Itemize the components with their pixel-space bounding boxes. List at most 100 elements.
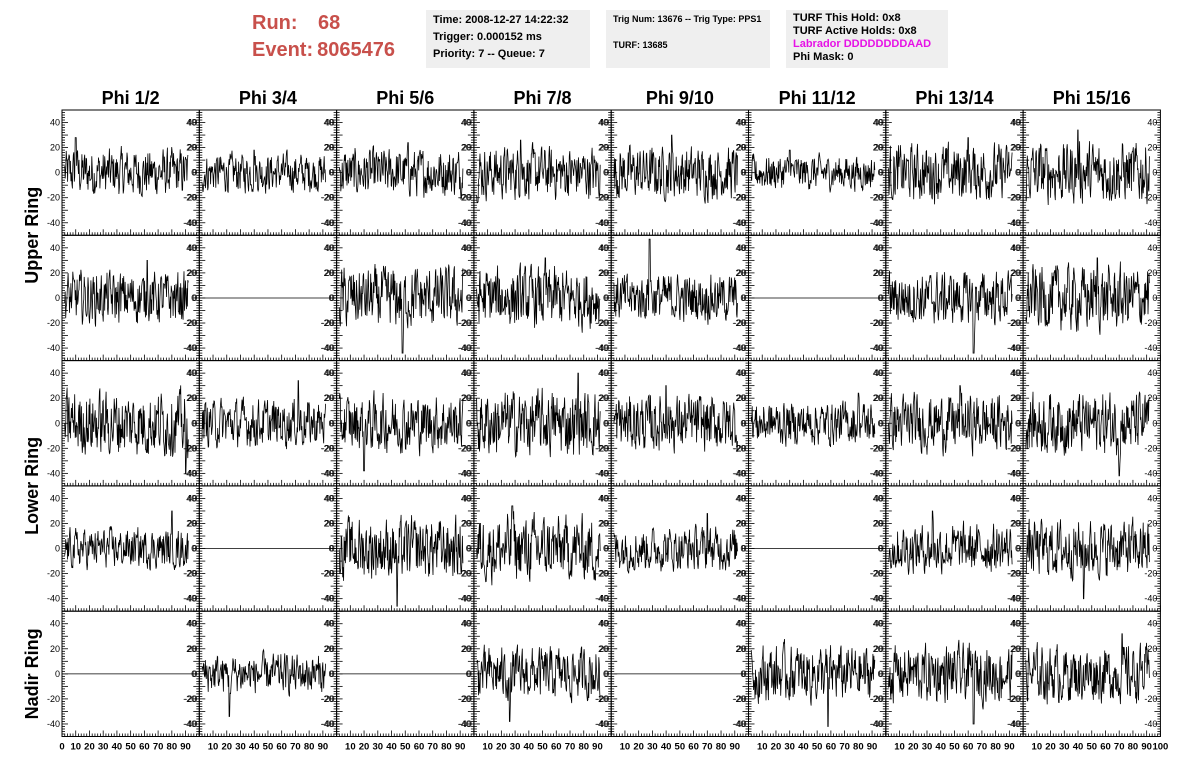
y-tick-label-left: -40 <box>596 218 609 228</box>
labrador-text: Labrador DDDDDDDDAAD <box>793 38 932 50</box>
y-tick-label-right: 20 <box>461 518 471 528</box>
y-tick-label-left: 20 <box>50 518 60 528</box>
y-tick-label-right: -20 <box>595 569 608 579</box>
y-tick-label-left: 20 <box>187 518 197 528</box>
y-tick-label-left: -40 <box>1008 218 1021 228</box>
y-tick-label-left: 20 <box>325 518 335 528</box>
y-tick-label-left: -40 <box>184 218 197 228</box>
y-tick-label-right: 40 <box>598 118 608 128</box>
y-tick-label-right: 40 <box>324 243 334 253</box>
y-tick-label-left: 0 <box>879 168 884 178</box>
y-tick-label-right: 20 <box>735 518 745 528</box>
y-tick-label-left: -20 <box>1008 193 1021 203</box>
y-tick-label-left: 0 <box>192 168 197 178</box>
y-tick-label-right: 0 <box>740 544 745 554</box>
event-label: Event: <box>252 39 314 61</box>
y-tick-label-left: 20 <box>50 143 60 153</box>
y-tick-label-left: 0 <box>741 168 746 178</box>
y-tick-label-left: 40 <box>462 368 472 378</box>
turf-info-box: TURF This Hold: 0x8 TURF Active Holds: 0… <box>786 10 948 68</box>
y-tick-label-right: 40 <box>1010 118 1020 128</box>
y-tick-label-left: -20 <box>184 318 197 328</box>
y-tick-label-right: -40 <box>870 218 883 228</box>
panel-frame <box>473 360 612 487</box>
y-tick-label-left: -20 <box>322 443 335 453</box>
y-tick-label-right: 20 <box>461 268 471 278</box>
y-tick-label-left: -40 <box>733 594 746 604</box>
y-tick-label-left: -20 <box>184 193 197 203</box>
y-tick-label-left: 20 <box>325 268 335 278</box>
y-tick-label-right: 40 <box>598 368 608 378</box>
y-tick-label-right: 20 <box>461 143 471 153</box>
y-tick-label-left: -20 <box>322 318 335 328</box>
time-info-box: Time: 2008-12-27 14:22:32 Trigger: 0.000… <box>426 10 590 68</box>
y-tick-label-right: 0 <box>603 418 608 428</box>
y-tick-label-right: -40 <box>321 343 334 353</box>
y-tick-label-left: -20 <box>596 193 609 203</box>
y-tick-label-left: -20 <box>459 443 472 453</box>
y-tick-label-right: 40 <box>1147 118 1157 128</box>
ring-label: Upper Ring <box>22 187 42 284</box>
y-tick-label-left: 40 <box>462 118 472 128</box>
y-tick-label-right: -20 <box>732 318 745 328</box>
y-tick-label-right: 40 <box>1147 368 1157 378</box>
y-tick-label-right: 40 <box>598 493 608 503</box>
y-tick-label-left: -20 <box>871 443 884 453</box>
y-tick-label-left: 40 <box>325 368 335 378</box>
turf-hold-text: TURF This Hold: 0x8 <box>793 12 901 24</box>
y-tick-label-right: 20 <box>873 518 883 528</box>
y-tick-label-right: 20 <box>873 268 883 278</box>
y-tick-label-left: 20 <box>736 268 746 278</box>
y-tick-label-left: 0 <box>467 293 472 303</box>
y-tick-label-left: 40 <box>736 493 746 503</box>
y-tick-label-left: -20 <box>733 443 746 453</box>
y-tick-label-right: 0 <box>740 293 745 303</box>
y-tick-label-right: -40 <box>458 468 471 478</box>
y-tick-label-right: 20 <box>598 518 608 528</box>
y-tick-label-left: 20 <box>599 518 609 528</box>
y-tick-label-left: -20 <box>1008 443 1021 453</box>
y-tick-label-right: 20 <box>1147 393 1157 403</box>
waveform-trace <box>476 372 601 458</box>
y-tick-label-left: 0 <box>467 168 472 178</box>
y-tick-label-left: 0 <box>192 293 197 303</box>
y-tick-label-left: -20 <box>596 443 609 453</box>
y-tick-label-left: 40 <box>325 493 335 503</box>
y-tick-label-left: -40 <box>733 468 746 478</box>
y-tick-label-right: -40 <box>1007 468 1020 478</box>
y-tick-label-right: -40 <box>595 468 608 478</box>
y-tick-label-right: -40 <box>870 468 883 478</box>
y-tick-label-left: -40 <box>184 343 197 353</box>
waveform-trace <box>613 238 738 325</box>
time-text: Time: 2008-12-27 14:22:32 <box>433 14 569 26</box>
y-tick-label-left: 20 <box>1011 143 1021 153</box>
y-tick-label-right: 40 <box>324 368 334 378</box>
column-title: Phi 15/16 <box>1053 88 1131 108</box>
run-number: 68 <box>318 12 341 34</box>
y-tick-label-left: -40 <box>47 343 60 353</box>
y-tick-label-right: 40 <box>461 118 471 128</box>
y-tick-label-right: 40 <box>1010 368 1020 378</box>
y-tick-label-right: -40 <box>458 594 471 604</box>
y-tick-label-left: 20 <box>874 393 884 403</box>
y-tick-label-right: 40 <box>461 243 471 253</box>
column-title: Phi 5/6 <box>376 88 434 108</box>
y-tick-label-right: -20 <box>1144 318 1157 328</box>
y-tick-label-left: -20 <box>322 569 335 579</box>
y-tick-label-right: -40 <box>595 343 608 353</box>
column-title: Phi 13/14 <box>915 88 993 108</box>
y-tick-label-left: 0 <box>604 293 609 303</box>
y-tick-label-left: -40 <box>322 594 335 604</box>
y-tick-label-right: -20 <box>732 193 745 203</box>
waveform-trace <box>476 139 601 204</box>
y-tick-label-left: 0 <box>604 418 609 428</box>
y-tick-label-left: 40 <box>50 368 60 378</box>
y-tick-label-left: 0 <box>879 293 884 303</box>
y-tick-label-left: 0 <box>741 293 746 303</box>
y-tick-label-left: 40 <box>874 368 884 378</box>
y-tick-label-right: -40 <box>732 468 745 478</box>
trig-info-box: Trig Num: 13676 -- Trig Type: PPS1 TURF:… <box>606 10 770 68</box>
y-tick-label-left: -20 <box>733 569 746 579</box>
y-tick-label-right: 40 <box>873 493 883 503</box>
y-tick-label-left: -40 <box>47 468 60 478</box>
